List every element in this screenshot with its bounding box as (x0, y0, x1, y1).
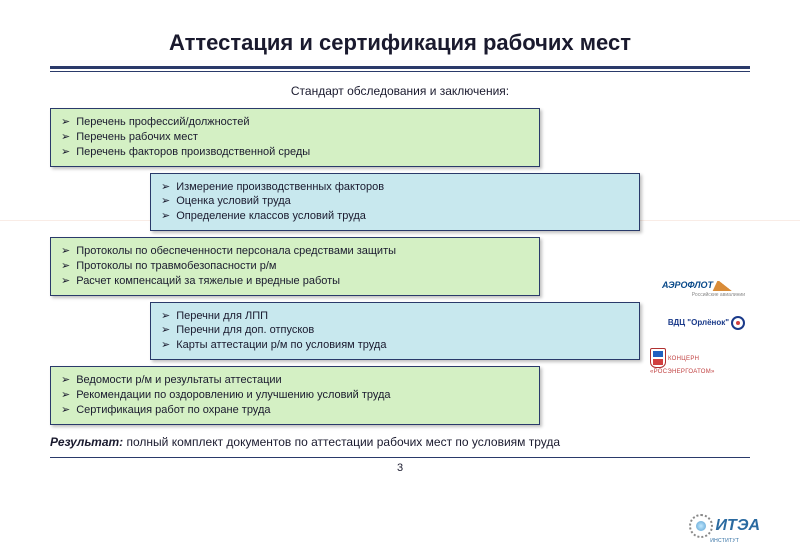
rosatom-shield-icon (650, 348, 666, 368)
item-text: Перечень профессий/должностей (76, 115, 249, 130)
item-text: Сертификация работ по охране труда (76, 403, 270, 418)
green-box: ➢ Протоколы по обеспеченности персонала с… (50, 237, 540, 296)
list-item: ➢ Перечень рабочих мест (61, 130, 529, 145)
list-item: ➢ Определение классов условий труда (161, 209, 629, 224)
list-item: ➢ Перечни для ЛПП (161, 309, 629, 324)
list-item: ➢ Расчет компенсаций за тяжелые и вредные… (61, 274, 529, 289)
bullet-arrow-icon: ➢ (161, 209, 170, 224)
item-text: Перечни для ЛПП (176, 309, 268, 324)
item-text: Перечни для доп. отпусков (176, 323, 314, 338)
result-line: Результат: полный комплект документов по… (50, 435, 750, 449)
list-item: ➢ Протоколы по травмобезопасности р/м (61, 259, 529, 274)
bullet-arrow-icon: ➢ (61, 130, 70, 145)
item-text: Оценка условий труда (176, 194, 291, 209)
item-text: Определение классов условий труда (176, 209, 366, 224)
blue-box: ➢ Перечни для ЛПП ➢ Перечни для доп. отпуск… (150, 302, 640, 361)
vdc-logo: ВДЦ "Орлёнок" (650, 316, 745, 330)
page-title: Аттестация и сертификация рабочих мест (50, 30, 750, 56)
list-item: ➢ Перечень факторов производственной сред… (61, 145, 529, 160)
itea-sub: ИНСТИТУТ (689, 538, 760, 544)
green-box: ➢ Ведомости р/м и результаты аттестации ➢ Р… (50, 366, 540, 425)
slide-container: Аттестация и сертификация рабочих мест С… (0, 0, 800, 554)
list-item: ➢ Карты аттестации р/м по условиям труда (161, 338, 629, 353)
item-text: Протоколы по травмобезопасности р/м (76, 259, 276, 274)
list-item: ➢ Сертификация работ по охране труда (61, 403, 529, 418)
aeroflot-logo: АЭРОФЛОТ Российские авиалинии (650, 280, 745, 298)
itea-ring-icon (689, 514, 713, 538)
rosatom-logo: КОНЦЕРН «РОСЭНЕРГОАТОМ» (650, 348, 745, 375)
title-underline-thin (50, 71, 750, 72)
boxes-container: ➢ Перечень профессий/должностей ➢ Перечень … (50, 108, 750, 425)
vdc-text: ВДЦ "Орлёнок" (668, 318, 729, 327)
bullet-arrow-icon: ➢ (61, 244, 70, 259)
bullet-arrow-icon: ➢ (61, 373, 70, 388)
item-text: Измерение производственных факторов (176, 180, 384, 195)
bottom-rule (50, 457, 750, 458)
partner-logos: АЭРОФЛОТ Российские авиалинии ВДЦ "Орлён… (650, 280, 745, 393)
item-text: Расчет компенсаций за тяжелые и вредные … (76, 274, 340, 289)
list-item: ➢ Рекомендации по оздоровлению и улучшени… (61, 388, 529, 403)
bullet-arrow-icon: ➢ (161, 180, 170, 195)
item-text: Протоколы по обеспеченности персонала ср… (76, 244, 396, 259)
subtitle: Стандарт обследования и заключения: (50, 84, 750, 98)
list-item: ➢ Перечни для доп. отпусков (161, 323, 629, 338)
list-item: ➢ Оценка условий труда (161, 194, 629, 209)
list-item: ➢ Перечень профессий/должностей (61, 115, 529, 130)
itea-logo: ИТЭА ИНСТИТУТ (689, 514, 760, 544)
list-item: ➢ Протоколы по обеспеченности персонала с… (61, 244, 529, 259)
bullet-arrow-icon: ➢ (161, 194, 170, 209)
item-text: Перечень рабочих мест (76, 130, 198, 145)
vdc-icon (731, 316, 745, 330)
aeroflot-sub: Российские авиалинии (692, 292, 745, 298)
item-text: Карты аттестации р/м по условиям труда (176, 338, 386, 353)
itea-text: ИТЭА (715, 517, 760, 535)
page-number: 3 (50, 462, 750, 474)
bullet-arrow-icon: ➢ (161, 323, 170, 338)
list-item: ➢ Ведомости р/м и результаты аттестации (61, 373, 529, 388)
blue-box: ➢ Измерение производственных факторов ➢ Оце… (150, 173, 640, 232)
title-underline-thick (50, 66, 750, 69)
item-text: Перечень факторов производственной среды (76, 145, 310, 160)
bullet-arrow-icon: ➢ (161, 338, 170, 353)
bullet-arrow-icon: ➢ (61, 274, 70, 289)
item-text: Рекомендации по оздоровлению и улучшению… (76, 388, 390, 403)
bullet-arrow-icon: ➢ (61, 388, 70, 403)
result-text: полный комплект документов по аттестации… (123, 435, 560, 449)
bullet-arrow-icon: ➢ (61, 145, 70, 160)
bullet-arrow-icon: ➢ (161, 309, 170, 324)
item-text: Ведомости р/м и результаты аттестации (76, 373, 281, 388)
result-label: Результат: (50, 435, 123, 449)
green-box: ➢ Перечень профессий/должностей ➢ Перечень … (50, 108, 540, 167)
list-item: ➢ Измерение производственных факторов (161, 180, 629, 195)
aeroflot-wing-icon (713, 281, 748, 291)
aeroflot-text: АЭРОФЛОТ (662, 280, 713, 290)
bullet-arrow-icon: ➢ (61, 115, 70, 130)
bullet-arrow-icon: ➢ (61, 259, 70, 274)
bullet-arrow-icon: ➢ (61, 403, 70, 418)
